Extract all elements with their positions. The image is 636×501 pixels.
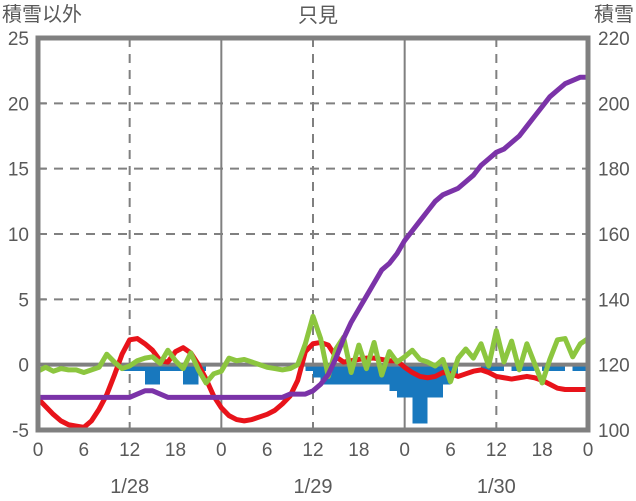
y-tick-label-right: 220 — [598, 29, 630, 50]
x-day-label: 1/29 — [294, 476, 333, 498]
x-tick-label: 0 — [583, 440, 594, 461]
y-tick-label-right: 140 — [598, 290, 630, 311]
y-tick-label-left: 10 — [8, 225, 29, 246]
y-tick-label-left: -5 — [12, 421, 29, 442]
y-tick-label-left: 20 — [8, 94, 29, 115]
y-tick-label-right: 200 — [598, 94, 630, 115]
x-tick-label: 12 — [119, 440, 140, 461]
y-tick-label-right: 100 — [598, 421, 630, 442]
x-tick-label: 0 — [33, 440, 44, 461]
x-tick-label: 18 — [348, 440, 369, 461]
y-tick-label-left: 15 — [8, 160, 29, 181]
x-tick-label: 0 — [399, 440, 410, 461]
x-day-label: 1/30 — [477, 476, 516, 498]
chart-title: 只見 — [298, 5, 338, 27]
y-tick-label-right: 160 — [598, 225, 630, 246]
x-tick-label: 6 — [79, 440, 90, 461]
series-lines — [35, 74, 591, 430]
x-tick-label: 12 — [302, 440, 323, 461]
x-tick-label: 6 — [262, 440, 273, 461]
x-tick-label: 12 — [486, 440, 507, 461]
left-axis-title: 積雪以外 — [2, 4, 82, 26]
precipitation-bars — [122, 364, 588, 424]
x-day-label: 1/28 — [110, 476, 149, 498]
y-tick-label-left: 25 — [8, 29, 29, 50]
x-tick-label: 18 — [165, 440, 186, 461]
x-tick-label: 0 — [216, 440, 227, 461]
y-tick-label-right: 180 — [598, 160, 630, 181]
y-tick-label-left: 0 — [18, 356, 29, 377]
right-axis-title: 積雪 — [594, 4, 634, 26]
x-tick-label: 6 — [445, 440, 456, 461]
x-tick-label: 18 — [532, 440, 553, 461]
y-tick-label-right: 120 — [598, 356, 630, 377]
y-tick-label-left: 5 — [18, 290, 29, 311]
